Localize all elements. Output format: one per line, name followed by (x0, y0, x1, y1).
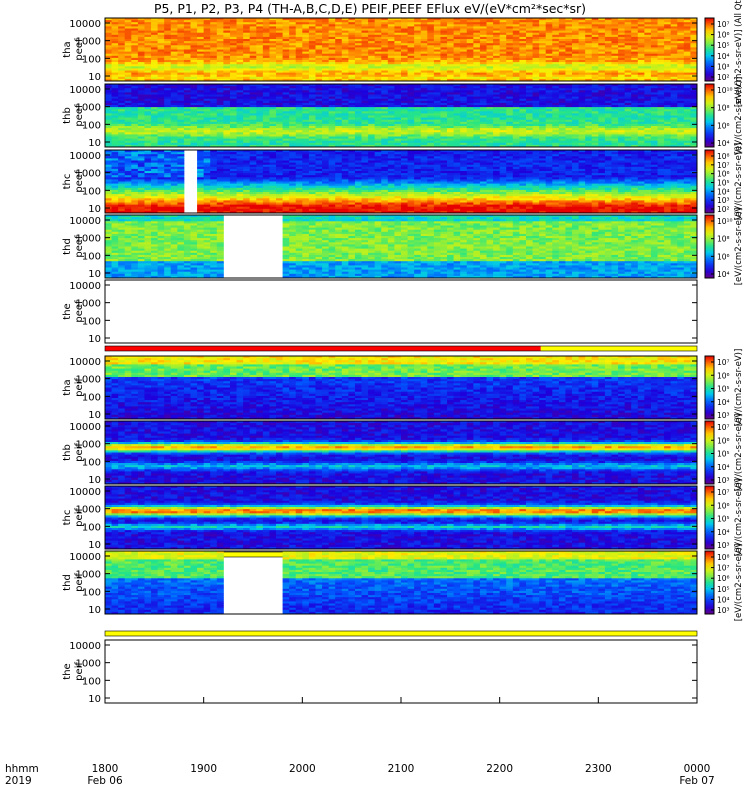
colorbar-tick-label: 10⁴ (717, 52, 730, 61)
spectrogram-cells (105, 18, 697, 81)
y-tick-label: 10 (88, 72, 101, 83)
chart-title: P5, P1, P2, P3, P4 (TH-A,B,C,D,E) PEIF,P… (154, 1, 586, 16)
panel-thb-peef: thb peef10100100010000 10¹⁰10⁸10⁶10⁴ [eV/(c… (62, 77, 744, 155)
colorbar-tick-label: 10² (717, 73, 730, 82)
colorbar-tick-label: 10³ (717, 62, 730, 71)
spectrogram-cells (105, 84, 697, 147)
y-tick-label: 100 (82, 54, 101, 65)
panel-probe-label: tha (62, 41, 73, 57)
colorbar-tick-label: 10⁷ (717, 20, 730, 29)
colorbar-tick-label: 10⁶ (717, 31, 730, 40)
y-tick-label: 10000 (69, 19, 101, 30)
y-tick-label: 1000 (76, 37, 101, 48)
colorbar-tick-label: 10⁵ (717, 41, 730, 50)
colorbar (705, 18, 714, 81)
